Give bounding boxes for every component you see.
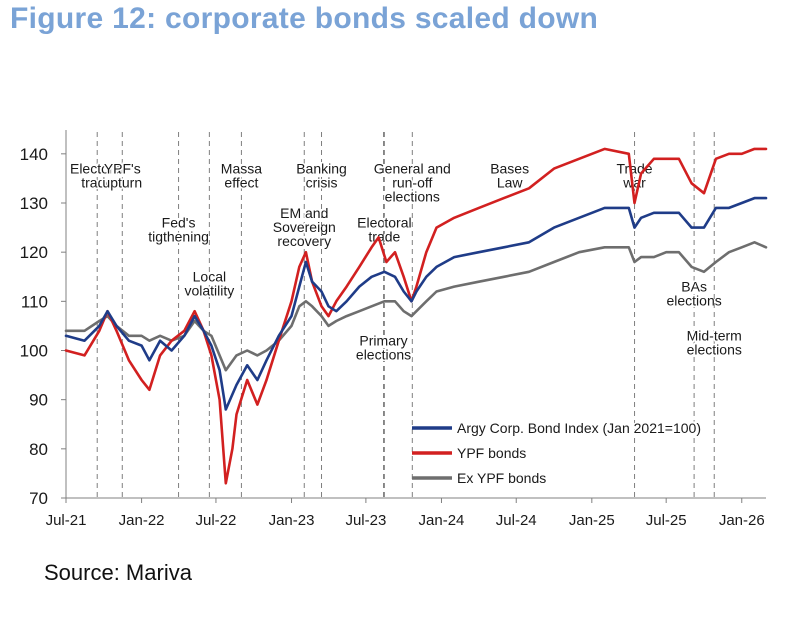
event-label: elections (356, 347, 411, 363)
y-tick-label: 130 (20, 194, 48, 213)
legend-label: YPF bonds (457, 445, 526, 461)
event-markers: ElectoraltradeYPF'supturnFed'stigthening… (68, 132, 743, 498)
x-tick-label: Jan-26 (719, 512, 765, 529)
event-label: tigthening (148, 229, 209, 245)
event-label: BAs (681, 279, 707, 295)
legend-label: Ex YPF bonds (457, 470, 546, 486)
event-label: Banking (296, 161, 347, 177)
event-label: Electoral (70, 161, 124, 177)
x-tick-label: Jul-23 (345, 512, 386, 529)
y-tick-label: 120 (20, 243, 48, 262)
y-tick-label: 110 (21, 292, 48, 311)
event-label: Primary (359, 333, 407, 349)
event-label: trade (368, 229, 400, 245)
event-label: YPF's (104, 161, 141, 177)
y-tick-label: 80 (29, 440, 48, 459)
source-note: Source: Mariva (44, 560, 192, 585)
event-label: Sovereign (273, 219, 336, 235)
event-label: elections (687, 342, 742, 358)
y-tick-label: 70 (29, 489, 48, 508)
series-line (64, 241, 768, 372)
y-tick-label: 100 (20, 342, 48, 361)
chart-axes: 70 80 90 100 110 120 130 140 Jul-21 Jan-22 Jul-22 J… (20, 130, 766, 529)
event-label: run-off (392, 175, 432, 191)
chart-legend: Argy Corp. Bond Index (Jan 2021=100) YPF … (412, 419, 703, 488)
event-label: effect (224, 175, 258, 191)
event-label: trade (81, 175, 113, 191)
event-label: war (622, 175, 646, 191)
event-label: Fed's (162, 215, 196, 231)
x-tick-label: Jan-23 (269, 512, 315, 529)
event-label: General and (374, 161, 451, 177)
x-tick-label: Jul-24 (496, 512, 537, 529)
event-label: Massa (221, 161, 262, 177)
event-label: Mid-term (687, 328, 742, 344)
y-tick-label: 140 (20, 145, 48, 164)
series-line (64, 147, 768, 485)
series-line (64, 196, 768, 411)
x-tick-label: Jul-21 (46, 512, 87, 529)
chart-series (64, 147, 768, 485)
event-label: elections (385, 189, 440, 205)
event-label: crisis (306, 175, 338, 191)
event-label: Electoral (357, 215, 411, 231)
x-tick-label: Jul-22 (196, 512, 237, 529)
x-tick-label: Jan-25 (569, 512, 615, 529)
x-tick-label: Jul-25 (646, 512, 687, 529)
event-label: EM and (280, 205, 328, 221)
event-label: volatility (184, 283, 234, 299)
chart-title: Figure 12: corporate bonds scaled down (10, 2, 599, 35)
event-label: Local (193, 269, 226, 285)
annotation-label: Law (497, 175, 524, 191)
event-label: elections (666, 293, 721, 309)
event-label: Trade (617, 161, 653, 177)
event-label: recovery (277, 233, 331, 249)
x-tick-label: Jan-22 (119, 512, 165, 529)
event-label: upturn (102, 175, 142, 191)
legend-label: Argy Corp. Bond Index (Jan 2021=100) (457, 420, 701, 436)
annotation-label: Bases (490, 161, 529, 177)
y-tick-label: 90 (29, 391, 48, 410)
x-tick-label: Jan-24 (419, 512, 465, 529)
